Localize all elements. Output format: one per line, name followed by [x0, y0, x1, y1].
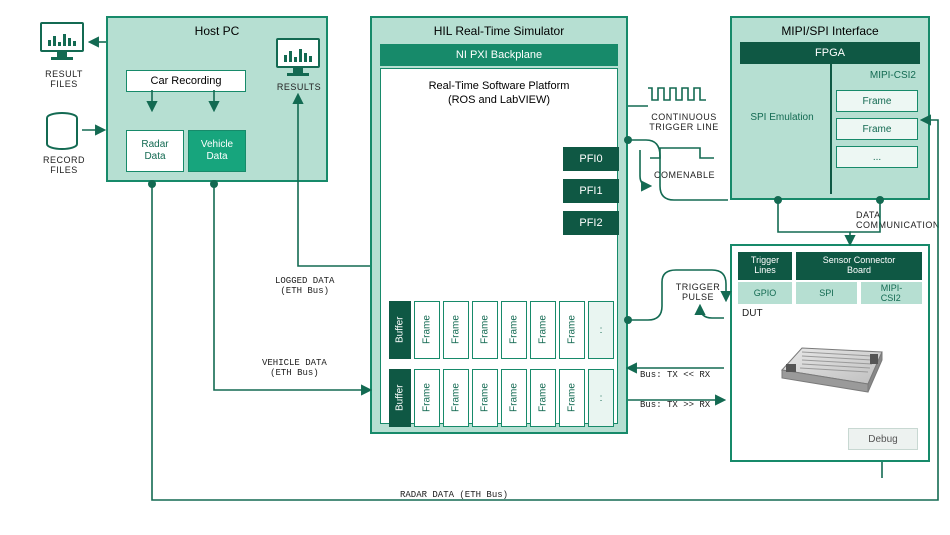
realtime-platform-box: Real-Time Software Platform(ROS and LabV… — [380, 68, 618, 424]
pfi1-block: PFI1 — [563, 179, 619, 203]
mipi-csi2-label: MIPI-CSI2 — [870, 70, 916, 81]
frame-cell: Frame — [559, 369, 585, 427]
trigger-lines-header: TriggerLines — [738, 252, 792, 280]
buffer-cell: Buffer — [389, 301, 411, 359]
pfi0-block: PFI0 — [563, 147, 619, 171]
results-label: RESULTS — [274, 82, 324, 92]
spi-emulation-label: SPI Emulation — [740, 104, 824, 130]
bus-tx-lt-rx-label: Bus: TX << RX — [640, 370, 710, 380]
radar-data-box: RadarData — [126, 130, 184, 172]
result-files-monitor-icon — [40, 22, 84, 62]
vehicle-data-box: VehicleData — [188, 130, 246, 172]
logged-data-label: LOGGED DATA(ETH Bus) — [275, 276, 334, 297]
mipi-frame: Frame — [836, 90, 918, 112]
record-files-label: RECORDFILES — [34, 156, 94, 176]
bus-tx-gt-rx-label: Bus: TX >> RX — [640, 400, 710, 410]
frame-cell: Frame — [414, 301, 440, 359]
car-recording-box: Car Recording — [126, 70, 246, 92]
buffer-cell: Buffer — [389, 369, 411, 427]
hil-simulator-panel: HIL Real-Time Simulator NI PXI Backplane… — [370, 16, 628, 434]
frame-cell: Frame — [414, 369, 440, 427]
frame-cell: Frame — [559, 301, 585, 359]
frame-cell: Frame — [501, 369, 527, 427]
database-icon — [44, 112, 80, 150]
mipi-csi2-cell: MIPI-CSI2 — [861, 282, 922, 304]
pfi2-block: PFI2 — [563, 211, 619, 235]
hil-title: HIL Real-Time Simulator — [372, 20, 626, 42]
mipi-spi-panel: MIPI/SPI Interface FPGA SPI Emulation MI… — [730, 16, 930, 200]
dut-label: DUT — [742, 308, 763, 319]
vehicle-data-label: VEHICLE DATA(ETH Bus) — [262, 358, 327, 379]
realtime-platform-label: Real-Time Software Platform(ROS and LabV… — [381, 69, 617, 108]
fpga-divider — [830, 64, 832, 194]
buffer-row-1: Buffer Frame Frame Frame Frame Frame Fra… — [389, 301, 614, 359]
frame-ellipsis: : — [588, 301, 614, 359]
debug-box: Debug — [848, 428, 918, 450]
frame-ellipsis: : — [588, 369, 614, 427]
frame-cell: Frame — [443, 369, 469, 427]
buffer-row-2: Buffer Frame Frame Frame Frame Frame Fra… — [389, 369, 614, 427]
mipi-frame-ellipsis: ... — [836, 146, 918, 168]
data-communication-label: DATACOMMUNICATION — [856, 210, 936, 231]
spi-cell: SPI — [796, 282, 857, 304]
dut-sub-row: GPIO SPI MIPI-CSI2 — [738, 282, 922, 304]
gpio-cell: GPIO — [738, 282, 792, 304]
trigger-pulse-label: TRIGGERPULSE — [672, 282, 724, 303]
sensor-connector-header: Sensor ConnectorBoard — [796, 252, 922, 280]
frame-cell: Frame — [472, 369, 498, 427]
dut-panel: TriggerLines Sensor ConnectorBoard GPIO … — [730, 244, 930, 462]
ecu-device-icon — [772, 330, 892, 400]
comenable-label: COMENABLE — [654, 170, 714, 180]
frame-cell: Frame — [443, 301, 469, 359]
results-monitor-icon — [276, 38, 320, 78]
mipi-title: MIPI/SPI Interface — [732, 20, 928, 42]
frame-cell: Frame — [472, 301, 498, 359]
frame-cell: Frame — [501, 301, 527, 359]
fpga-bar: FPGA — [740, 42, 920, 64]
continuous-trigger-label: CONTINUOUSTRIGGER LINE — [648, 112, 720, 133]
frame-cell: Frame — [530, 301, 556, 359]
dut-header-row: TriggerLines Sensor ConnectorBoard — [738, 252, 922, 280]
radar-data-label: RADAR DATA (ETH Bus) — [400, 490, 508, 500]
ni-backplane-bar: NI PXI Backplane — [380, 44, 618, 66]
mipi-frame: Frame — [836, 118, 918, 140]
result-files-label: RESULTFILES — [34, 70, 94, 90]
frame-cell: Frame — [530, 369, 556, 427]
